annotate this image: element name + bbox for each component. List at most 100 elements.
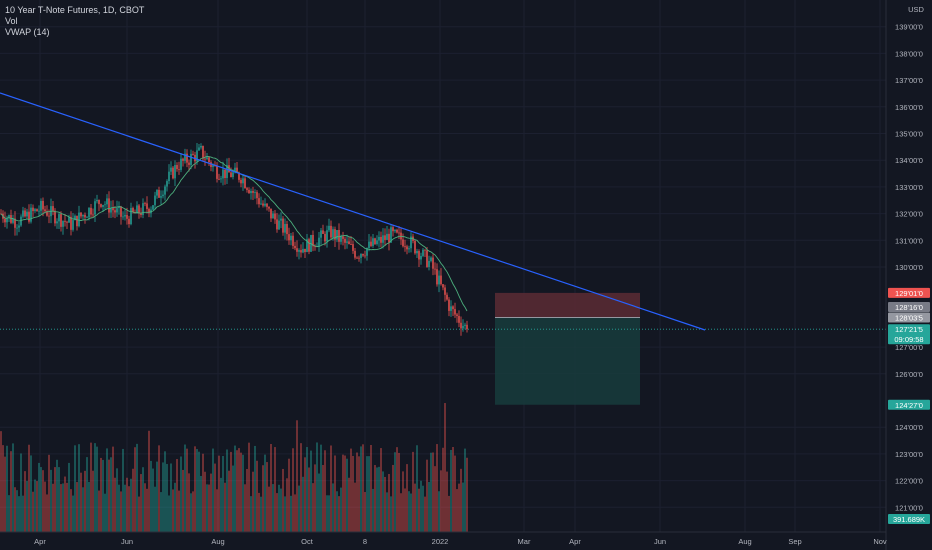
- candle-body: [466, 324, 468, 330]
- candle-body: [148, 208, 150, 214]
- volume-bar: [436, 444, 438, 532]
- candle-body: [86, 217, 88, 219]
- candle-body: [314, 246, 316, 248]
- candle-body: [118, 206, 120, 209]
- candle-body: [410, 236, 412, 249]
- volume-bar: [162, 462, 164, 532]
- candle-body: [398, 232, 400, 234]
- volume-indicator-label[interactable]: Vol: [5, 16, 18, 26]
- candle-body: [328, 225, 330, 231]
- candle-body: [446, 294, 448, 300]
- price-axis[interactable]: [886, 0, 932, 550]
- volume-bar: [278, 484, 280, 532]
- price-tag-label: 124'27'0: [895, 401, 923, 410]
- volume-bar: [180, 456, 182, 532]
- volume-bar: [174, 482, 176, 532]
- candle-body: [6, 218, 8, 223]
- volume-tag[interactable]: [888, 514, 930, 524]
- volume-bar: [246, 468, 248, 532]
- candle-body: [196, 150, 198, 162]
- candle-body: [240, 179, 242, 184]
- volume-bar: [224, 482, 226, 532]
- candle-body: [72, 220, 74, 230]
- candle-body: [32, 207, 34, 212]
- candle-body: [88, 207, 90, 218]
- candle-body: [90, 207, 92, 215]
- volume-bar: [294, 494, 296, 532]
- volume-bar: [112, 446, 114, 532]
- candle-body: [8, 215, 10, 219]
- candle-body: [330, 225, 332, 238]
- time-tick-label: Sep: [788, 537, 801, 546]
- volume-bar: [396, 447, 398, 532]
- volume-bar: [128, 486, 130, 532]
- candle-body: [42, 200, 44, 210]
- price-tag[interactable]: [888, 312, 930, 323]
- candle-body: [288, 234, 290, 241]
- candle-body: [124, 214, 126, 217]
- candle-body: [384, 235, 386, 240]
- candle-body: [380, 236, 382, 243]
- candle-body: [46, 211, 48, 216]
- volume-bar: [178, 490, 180, 532]
- candle-body: [92, 214, 94, 216]
- volume-bar: [362, 444, 364, 532]
- candle-body: [304, 248, 306, 253]
- volume-bar: [74, 445, 76, 532]
- candle-body: [248, 189, 250, 194]
- vwap-line[interactable]: [0, 155, 468, 312]
- candle-body: [122, 216, 124, 218]
- take-profit-zone[interactable]: [495, 317, 640, 405]
- symbol-title[interactable]: 10 Year T-Note Futures, 1D, CBOT: [5, 5, 145, 15]
- candle-body: [322, 230, 324, 234]
- price-tag[interactable]: [888, 302, 930, 313]
- price-tag[interactable]: [888, 324, 930, 345]
- volume-bar: [24, 471, 26, 532]
- volume-bar: [268, 486, 270, 532]
- volume-bar: [182, 469, 184, 532]
- volume-bar: [4, 456, 6, 532]
- volume-bar: [114, 477, 116, 532]
- vwap-indicator-label[interactable]: VWAP (14): [5, 27, 50, 37]
- volume-bar: [358, 456, 360, 532]
- volume-bar: [262, 465, 264, 532]
- candle-body: [104, 204, 106, 206]
- candle-body: [168, 171, 170, 182]
- candle-body: [444, 287, 446, 295]
- trend-line[interactable]: [0, 92, 706, 331]
- stop-loss-zone[interactable]: [495, 292, 640, 318]
- candle-body: [174, 165, 176, 179]
- volume-bar: [106, 448, 108, 532]
- volume-bar: [254, 445, 256, 532]
- volume-bar: [256, 460, 258, 532]
- volume-bar: [144, 483, 146, 532]
- volume-bar: [392, 464, 394, 532]
- candle-body: [438, 275, 440, 285]
- candle-body: [256, 192, 258, 199]
- price-tag[interactable]: [888, 287, 930, 298]
- candle-body: [404, 246, 406, 248]
- candle-body: [364, 255, 366, 257]
- volume-bar: [234, 445, 236, 532]
- volume-bar: [176, 459, 178, 532]
- price-tag[interactable]: [888, 399, 930, 410]
- volume-bar: [302, 476, 304, 532]
- candle-body: [24, 210, 26, 217]
- volume-bar: [376, 467, 378, 532]
- volume-bar: [406, 464, 408, 532]
- candle-body: [292, 235, 294, 246]
- time-tick-label: Nov: [873, 537, 887, 546]
- volume-bar: [292, 448, 294, 532]
- candle-body: [138, 205, 140, 214]
- volume-bar: [450, 449, 452, 532]
- candle-body: [382, 235, 384, 243]
- volume-bar: [104, 493, 106, 532]
- candle-body: [320, 230, 322, 238]
- volume-bar: [438, 491, 440, 532]
- volume-bar: [336, 491, 338, 532]
- volume-bar: [366, 456, 368, 532]
- candle-body: [52, 206, 54, 211]
- candle-body: [408, 248, 410, 250]
